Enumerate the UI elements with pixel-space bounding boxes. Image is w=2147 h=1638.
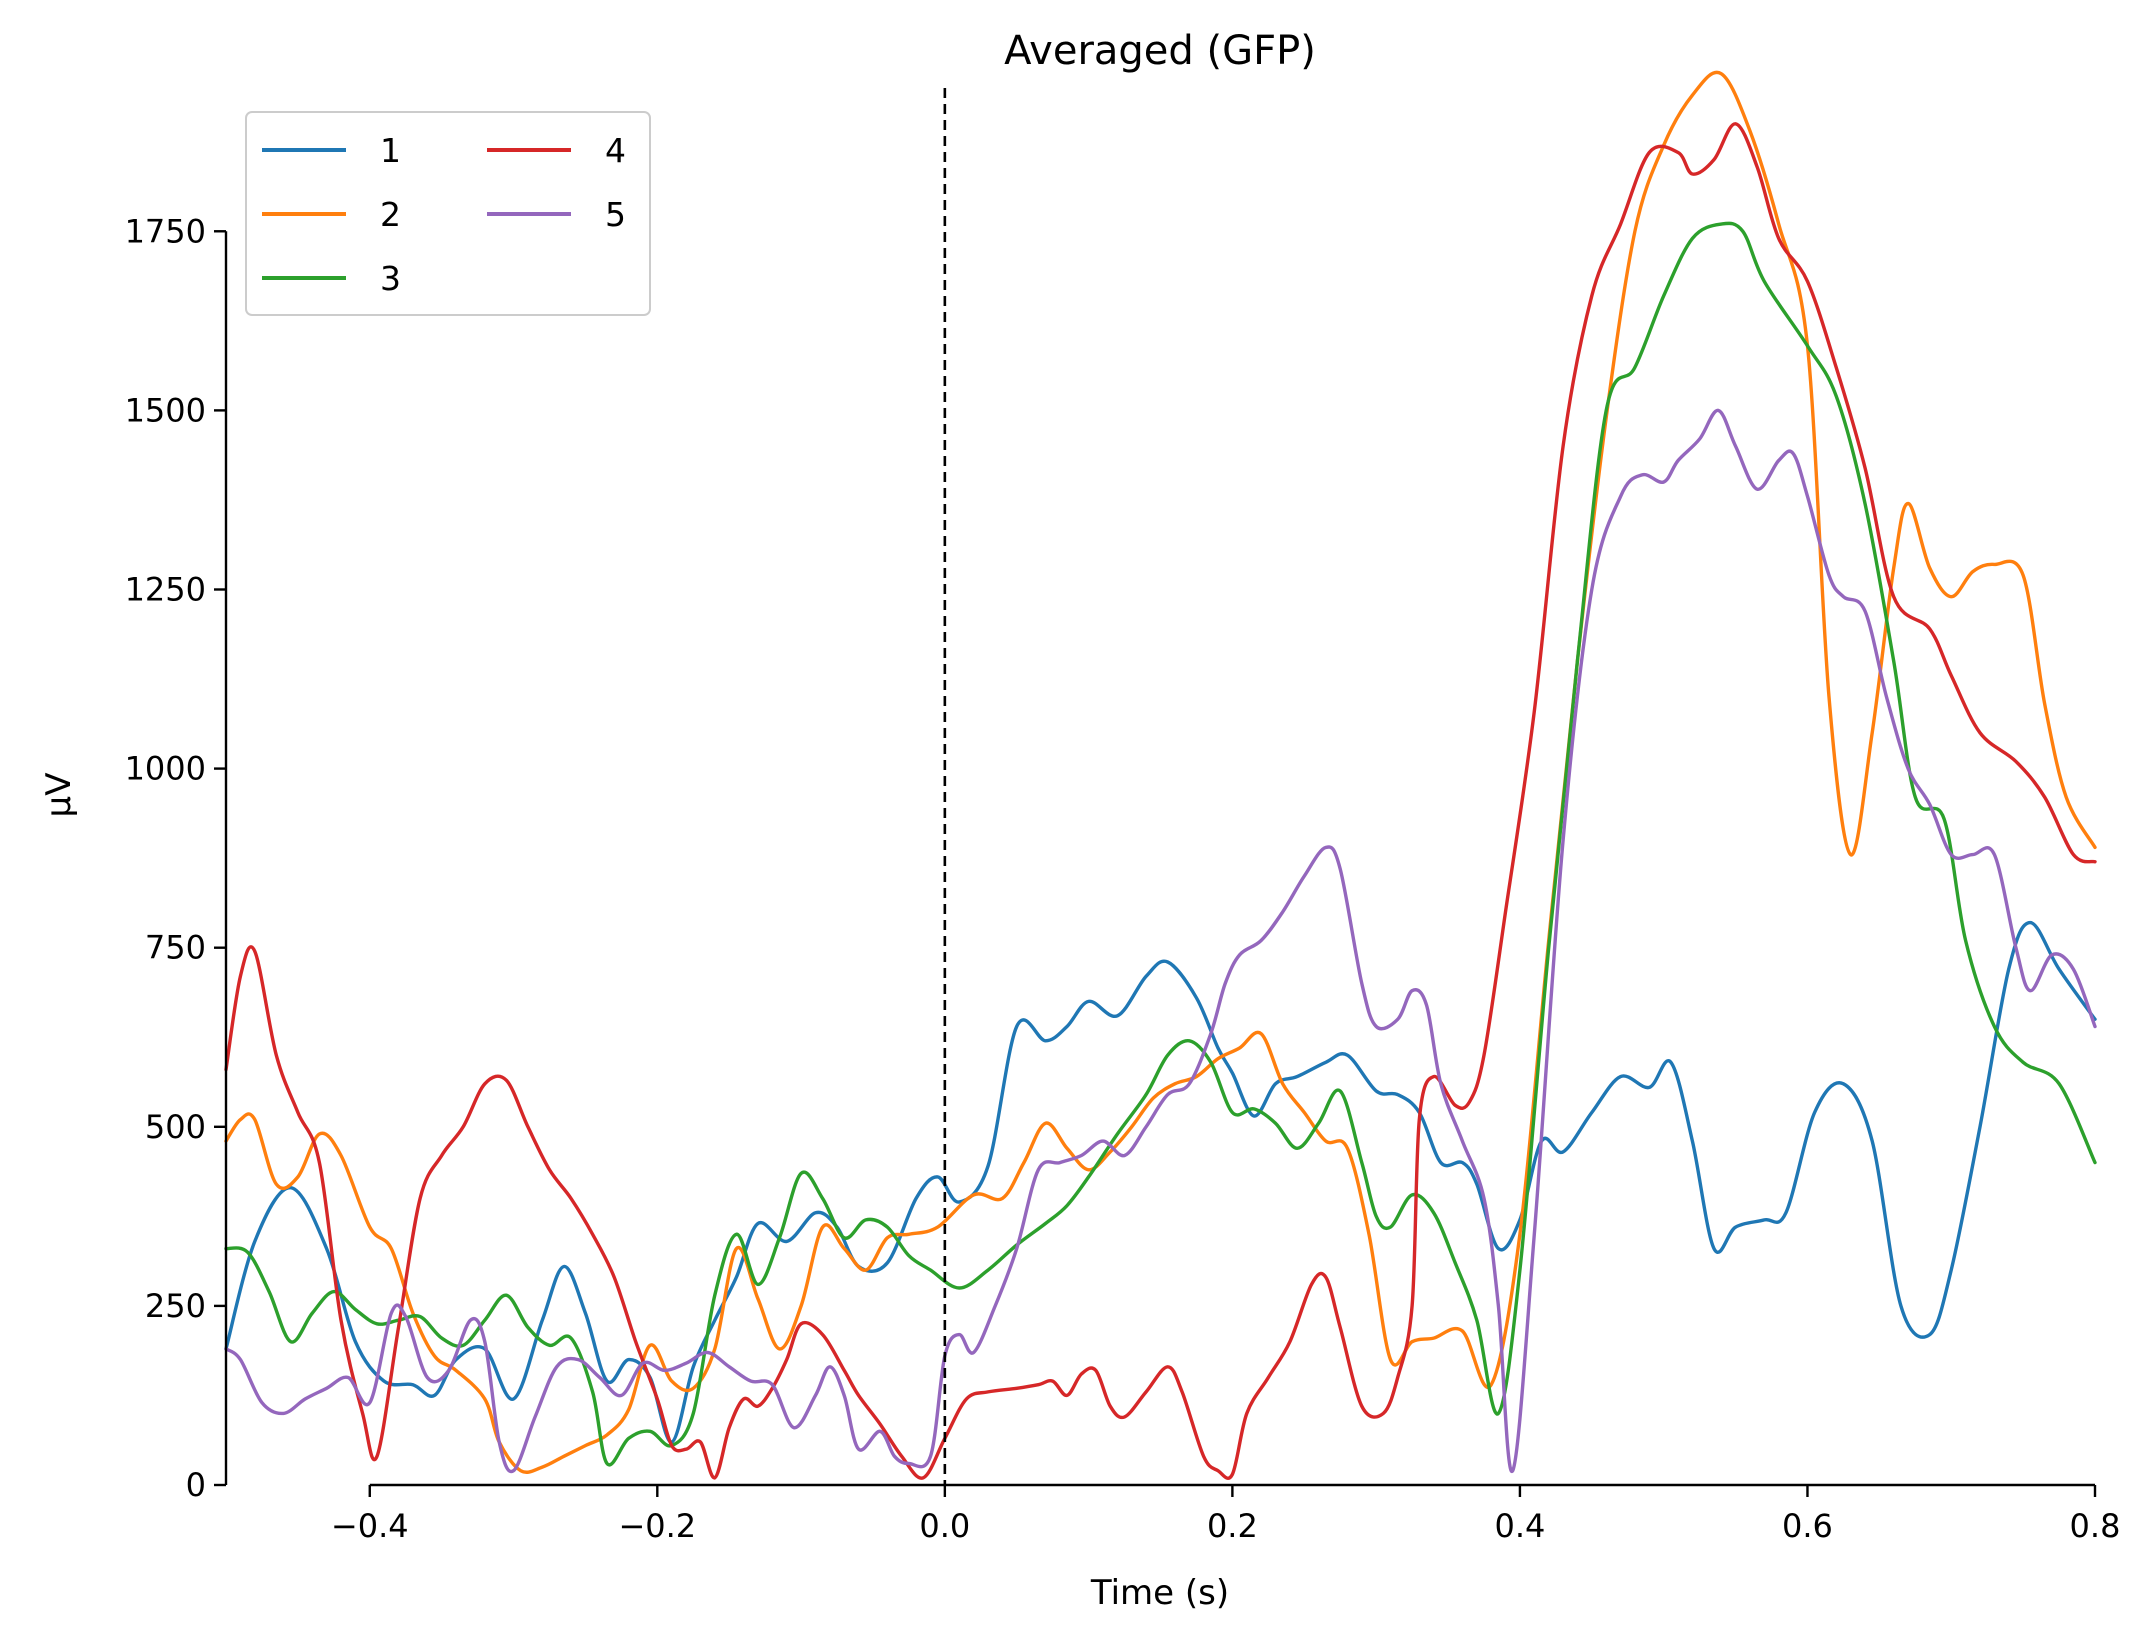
x-tick-label: 0.2	[1207, 1507, 1258, 1545]
legend: 1 2 3 4 5	[245, 111, 651, 316]
series-line-3	[224, 221, 2097, 1467]
y-axis-ticks: 0 250 500 750 1000 1250 1500 1750	[125, 212, 226, 1504]
x-axis-label: Time (s)	[1090, 1573, 1229, 1613]
y-tick-label: 1000	[125, 750, 206, 788]
y-tick-label: 1500	[125, 391, 206, 429]
x-tick-label: −0.2	[618, 1507, 696, 1545]
x-axis-ticks: −0.4 −0.2 0.0 0.2 0.4 0.6 0.8	[331, 1485, 2121, 1545]
legend-box	[245, 111, 651, 316]
y-tick-label: 750	[145, 929, 206, 967]
series-line-5	[224, 408, 2097, 1474]
series-line-4	[224, 122, 2097, 1480]
y-tick-label: 1250	[125, 570, 206, 608]
x-tick-label: 0.8	[2070, 1507, 2121, 1545]
axes: 0 250 500 750 1000 1250 1500 1750 −0.4 −0.2 0.0 0.…	[125, 212, 2121, 1545]
plot-lines	[224, 70, 2097, 1480]
legend-label-1: 1	[380, 131, 401, 170]
y-tick-label: 0	[186, 1466, 206, 1504]
y-tick-label: 500	[145, 1108, 206, 1146]
x-tick-label: 0.6	[1782, 1507, 1833, 1545]
x-tick-label: 0.4	[1494, 1507, 1545, 1545]
legend-label-5: 5	[605, 195, 626, 234]
chart-title: Averaged (GFP)	[1004, 28, 1316, 74]
legend-label-2: 2	[380, 195, 401, 234]
y-tick-label: 250	[145, 1287, 206, 1325]
x-tick-label: −0.4	[331, 1507, 409, 1545]
legend-label-4: 4	[605, 131, 626, 170]
x-tick-label: 0.0	[919, 1507, 970, 1545]
legend-label-3: 3	[380, 259, 401, 298]
y-axis-label: µV	[39, 773, 79, 818]
y-tick-label: 1750	[125, 212, 206, 250]
series-line-1	[224, 920, 2097, 1444]
